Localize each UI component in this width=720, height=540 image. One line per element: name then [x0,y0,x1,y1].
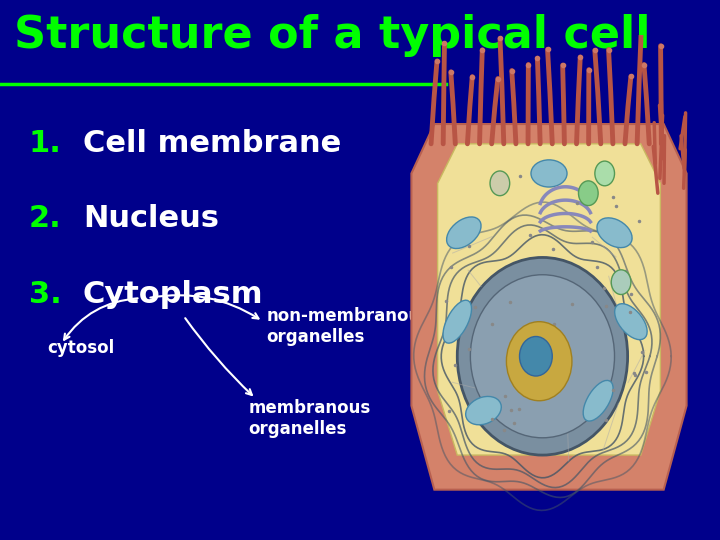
Ellipse shape [457,258,628,455]
Text: membranous
organelles: membranous organelles [248,399,371,438]
Ellipse shape [597,218,632,248]
Text: 3.: 3. [29,280,61,309]
Text: cytosol: cytosol [47,339,114,357]
Ellipse shape [446,217,481,248]
Text: non-membranous
organelles: non-membranous organelles [266,307,431,346]
Ellipse shape [578,181,598,206]
Ellipse shape [583,380,613,421]
Ellipse shape [611,270,631,294]
Text: 2.: 2. [29,204,61,233]
Ellipse shape [466,396,501,425]
Ellipse shape [615,303,647,340]
Ellipse shape [595,161,615,186]
Ellipse shape [520,336,552,376]
Ellipse shape [470,275,615,438]
Polygon shape [438,144,660,455]
Text: Structure of a typical cell: Structure of a typical cell [14,14,651,57]
Text: Cytoplasm: Cytoplasm [83,280,264,309]
Text: Nucleus: Nucleus [83,204,219,233]
Ellipse shape [531,160,567,187]
Ellipse shape [490,171,510,195]
Ellipse shape [443,300,472,343]
Ellipse shape [506,322,572,401]
Polygon shape [411,124,687,490]
Text: Cell membrane: Cell membrane [83,129,341,158]
Text: 1.: 1. [29,129,62,158]
